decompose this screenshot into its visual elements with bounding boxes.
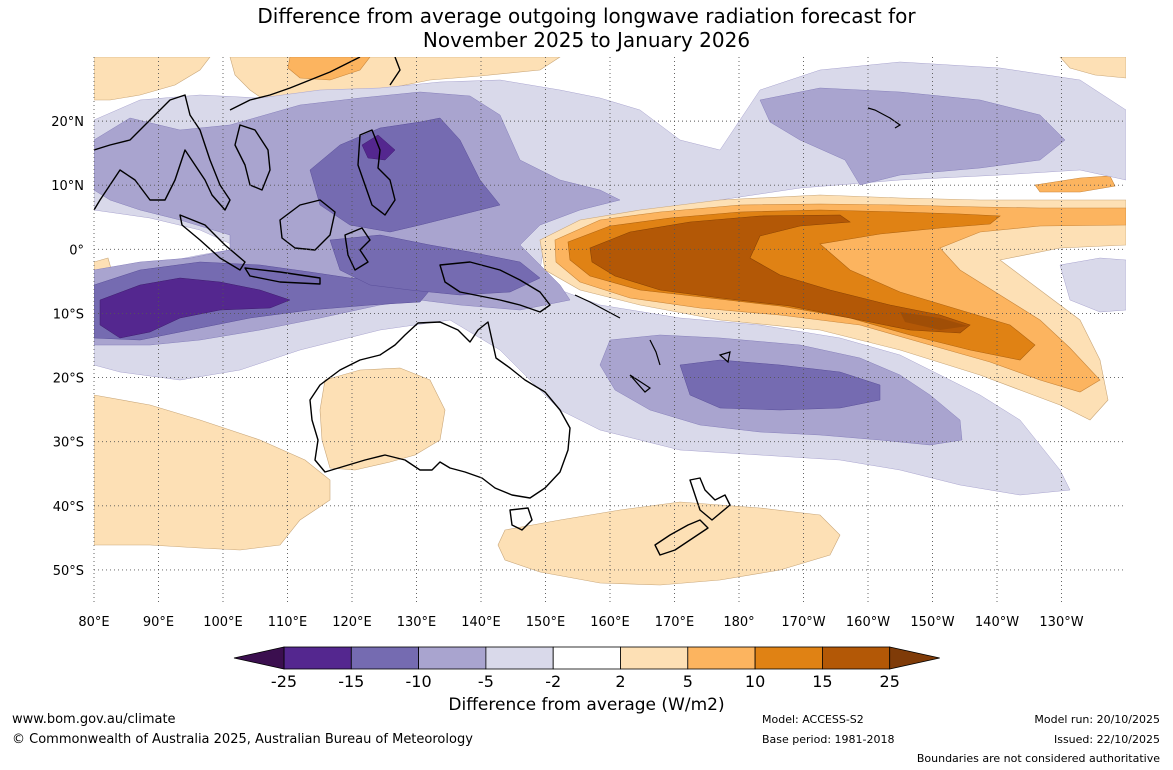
longitude-label: 150°W — [910, 615, 954, 630]
longitude-label: 110°E — [268, 615, 308, 630]
longitude-label: 100°E — [203, 615, 243, 630]
latitude-label: 50°S — [53, 564, 84, 579]
longitude-label: 160°W — [846, 615, 890, 630]
latitude-label: 40°S — [53, 500, 84, 515]
title-line-2: November 2025 to January 2026 — [422, 28, 751, 52]
longitude-label: 130°E — [397, 615, 437, 630]
colorbar: -25 -15 -10 -5 -2 2 5 10 15 25 — [233, 646, 940, 691]
moderate-positive-east — [1034, 175, 1116, 193]
coastlines — [94, 57, 731, 556]
strong-negative-philippines — [309, 117, 501, 233]
colorbar-tick-label: 2 — [615, 672, 625, 691]
colorbar-tick-label: -10 — [406, 672, 432, 691]
japan-coastline — [389, 57, 401, 86]
positive-anomaly-nw-corner — [94, 57, 211, 101]
colorbar-swatch — [620, 646, 689, 670]
positive-anomaly-ne-corner — [1059, 57, 1126, 79]
colorbar-tick-label: -5 — [478, 672, 494, 691]
negative-anomaly-north-pacific — [759, 87, 1066, 186]
positive-tongue-extreme — [900, 312, 968, 330]
positive-tongue-very-strong — [589, 214, 971, 334]
graticule — [93, 57, 1126, 602]
latitude-label: 20°N — [51, 115, 84, 130]
solomon-islands — [574, 294, 621, 319]
model-run: Model run: 20/10/2025 — [1034, 713, 1160, 726]
philippines-coastline — [357, 129, 396, 216]
sumatra-coastline — [179, 214, 246, 271]
longitude-label: 170°W — [781, 615, 825, 630]
longitude-label: 140°W — [975, 615, 1019, 630]
hawaii-island — [867, 107, 902, 129]
latitude-label: 0° — [69, 243, 84, 258]
new-caledonia-island — [629, 374, 652, 393]
colorbar-tick-label: 10 — [745, 672, 765, 691]
longitude-label: 170°E — [655, 615, 695, 630]
colorbar-swatch — [350, 646, 419, 670]
latitude-label: 10°S — [53, 307, 84, 322]
colorbar-swatch — [418, 646, 487, 670]
positive-anomaly-se-australia — [94, 394, 331, 551]
java-coastline — [244, 267, 321, 285]
new-zealand-south-coastline — [654, 519, 709, 556]
borneo-coastline — [279, 199, 336, 251]
very-strong-negative-indian — [99, 277, 291, 339]
colorbar-swatch — [283, 646, 352, 670]
colorbar-swatch — [754, 646, 823, 670]
disclaimer: Boundaries are not considered authoritat… — [916, 752, 1160, 765]
strong-negative-png — [329, 234, 541, 296]
latitude-label: 30°S — [53, 436, 84, 451]
colorbar-tick-label: 5 — [683, 672, 693, 691]
issued-date: Issued: 22/10/2025 — [1053, 733, 1160, 746]
latitude-label: 20°S — [53, 372, 84, 387]
colorbar-swatch — [485, 646, 554, 670]
longitude-label: 150°E — [526, 615, 566, 630]
positive-anomaly-new-zealand — [497, 501, 841, 586]
tasmania-coastline — [509, 507, 533, 531]
longitude-label: 90°E — [143, 615, 174, 630]
longitude-label: 140°E — [461, 615, 501, 630]
colorbar-extend-low — [233, 646, 285, 670]
map-title: Difference from average outgoing longwav… — [0, 4, 1173, 52]
fiji-island — [718, 351, 731, 364]
base-period: Base period: 1981-2018 — [762, 733, 895, 746]
new-guinea-coastline — [439, 261, 551, 313]
southeast-asia-coastline — [94, 94, 231, 211]
latitude-label: 10°N — [51, 179, 84, 194]
colorbar-tick-label: -2 — [545, 672, 561, 691]
negative-anomaly-east-pacific — [1059, 257, 1126, 313]
copyright: © Commonwealth of Australia 2025, Austra… — [12, 732, 473, 747]
longitude-label: 130°W — [1039, 615, 1083, 630]
website-url[interactable]: www.bom.gov.au/climate — [12, 712, 176, 727]
model-name: Model: ACCESS-S2 — [762, 713, 864, 726]
vanuatu-island — [649, 339, 661, 366]
strong-negative-south-pacific — [679, 359, 881, 411]
china-coastline — [229, 57, 361, 111]
colorbar-tick-label: 15 — [812, 672, 832, 691]
new-zealand-north-coastline — [689, 477, 731, 521]
pacific-islands — [574, 107, 902, 393]
longitude-label: 160°E — [590, 615, 630, 630]
colorbar-swatch — [552, 646, 621, 670]
longitude-label: 120°E — [332, 615, 372, 630]
positive-anomaly-central-australia — [319, 367, 446, 471]
latitude-labels: 20°N 10°N 0° 10°S 20°S 30°S 40°S 50°S — [51, 115, 84, 579]
colorbar-swatch — [822, 646, 891, 670]
anomaly-fields — [94, 57, 1126, 586]
indochina-coastline — [234, 124, 271, 191]
longitude-label: 180° — [723, 615, 754, 630]
colorbar-tick-label: 25 — [880, 672, 900, 691]
longitude-labels: 80°E 90°E 100°E 110°E 120°E 130°E 140°E 150°E 16… — [78, 615, 1083, 630]
colorbar-label: Difference from average (W/m2) — [448, 695, 725, 715]
colorbar-extend-high — [889, 646, 940, 670]
colorbar-swatch — [687, 646, 756, 670]
colorbar-tick-label: -15 — [338, 672, 364, 691]
title-line-1: Difference from average outgoing longwav… — [257, 4, 916, 28]
sulawesi-coastline — [344, 227, 371, 271]
australia-coastline — [309, 321, 571, 499]
longitude-label: 80°E — [78, 615, 109, 630]
colorbar-tick-label: -25 — [271, 672, 297, 691]
